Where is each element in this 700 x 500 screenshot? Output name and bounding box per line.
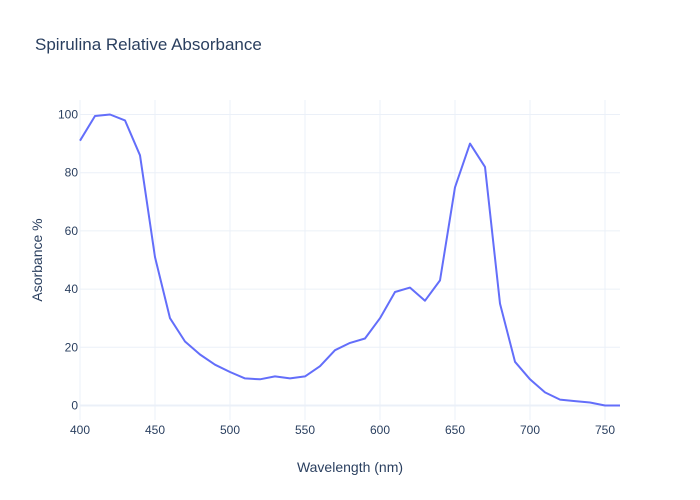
x-tick-label: 400 (70, 423, 90, 437)
y-tick-label: 20 (65, 340, 79, 354)
x-tick-label: 500 (220, 423, 240, 437)
y-tick-label: 100 (58, 108, 78, 122)
y-tick-label: 40 (65, 282, 79, 296)
x-tick-label: 600 (370, 423, 390, 437)
gridlines (79, 100, 620, 420)
absorbance-series-line (79, 113, 620, 407)
x-tick-label: 450 (145, 423, 165, 437)
y-axis-ticks: 0 20 40 60 80 100 (58, 108, 78, 413)
x-axis-label: Wavelength (nm) (297, 459, 403, 475)
x-axis-ticks: 400 450 500 550 600 650 700 750 (70, 423, 615, 437)
x-tick-label: 650 (445, 423, 465, 437)
x-tick-label: 700 (520, 423, 540, 437)
y-tick-label: 60 (65, 224, 79, 238)
chart-title: Spirulina Relative Absorbance (35, 35, 262, 54)
x-tick-label: 550 (295, 423, 315, 437)
y-tick-label: 80 (65, 166, 79, 180)
y-tick-label: 0 (71, 398, 78, 412)
y-axis-label: Asorbance % (29, 218, 45, 301)
x-tick-label: 750 (595, 423, 615, 437)
